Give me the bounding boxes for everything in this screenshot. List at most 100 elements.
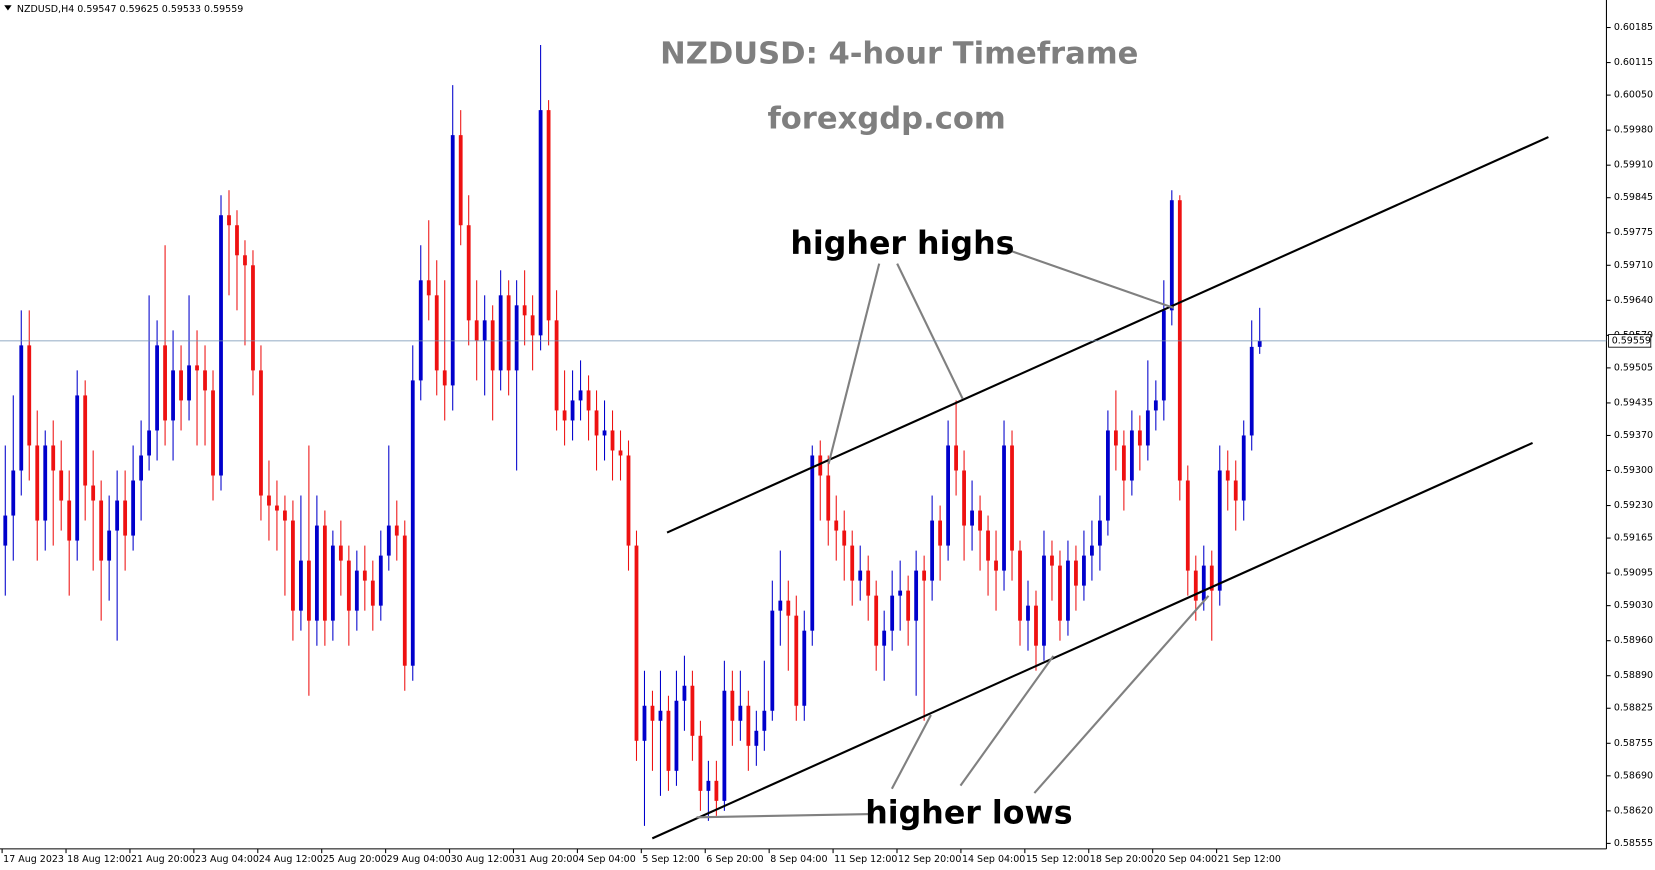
- annotation: higher lows: [865, 796, 1072, 832]
- x-tick-label: 6 Sep 20:00: [706, 854, 763, 865]
- candle-body: [754, 730, 759, 746]
- candle-body: [586, 390, 591, 411]
- y-tick-label: 0.58555: [1614, 838, 1653, 849]
- candle-body: [474, 320, 479, 341]
- candle-body: [35, 445, 40, 521]
- candle-body: [1010, 445, 1014, 551]
- candle-body: [842, 530, 847, 546]
- pointer: [959, 655, 1055, 787]
- chart-subtitle: forexgdp.com: [767, 102, 1005, 137]
- candle-body: [171, 370, 175, 421]
- candle-body: [978, 510, 982, 531]
- candle-body: [394, 525, 399, 536]
- candle-body: [906, 590, 911, 621]
- candle-body: [1090, 545, 1094, 556]
- y-tick-label: 0.59165: [1614, 533, 1653, 544]
- candle-body: [866, 570, 871, 596]
- candles: [3, 45, 1262, 826]
- candle-body: [666, 710, 671, 771]
- candle-body: [1058, 565, 1062, 621]
- candle-body: [602, 430, 607, 436]
- x-tick-label: 20 Sep 04:00: [1154, 854, 1217, 865]
- candle-body: [826, 475, 831, 521]
- y-tick-label: 0.59095: [1614, 568, 1653, 579]
- candle-body: [163, 345, 167, 421]
- candle-body: [594, 410, 599, 436]
- candle-body: [1137, 430, 1142, 446]
- current-price-box: [1608, 334, 1652, 348]
- y-tick-label: 0.59230: [1614, 500, 1653, 511]
- candle-body: [698, 735, 703, 791]
- x-tick-label: 15 Sep 12:00: [1026, 854, 1089, 865]
- y-tick-label: 0.59300: [1614, 465, 1653, 476]
- candle-body: [1193, 570, 1198, 601]
- candle-body: [195, 365, 199, 371]
- x-tick-label: 21 Sep 12:00: [1218, 854, 1281, 865]
- x-tick-label: 17 Aug 2023: [3, 854, 64, 865]
- candle-body: [330, 545, 335, 621]
- candle-body: [354, 570, 359, 611]
- candle-body: [922, 570, 927, 581]
- candle-body: [994, 560, 998, 571]
- x-tick-label: 12 Sep 20:00: [898, 854, 961, 865]
- candle-body: [378, 555, 383, 606]
- candle-body: [203, 370, 207, 391]
- candle-body: [882, 630, 887, 646]
- y-tick-label: 0.59775: [1614, 227, 1653, 238]
- candle-body: [1113, 430, 1118, 446]
- candle-body: [27, 345, 32, 446]
- candle-body: [418, 280, 423, 381]
- x-tick-label: 21 Aug 20:00: [131, 854, 195, 865]
- candle-body: [778, 600, 783, 611]
- y-tick-label: 0.58690: [1614, 770, 1653, 781]
- candle-body: [658, 710, 663, 721]
- candle-body: [874, 595, 879, 646]
- y-tick-label: 0.59640: [1614, 295, 1653, 306]
- candle-body: [682, 685, 687, 701]
- candle-body: [259, 370, 263, 496]
- candle-body: [275, 505, 279, 511]
- candle-body: [898, 590, 903, 596]
- pointer: [696, 813, 871, 819]
- candle-body: [211, 390, 215, 476]
- candle-body: [1169, 200, 1174, 311]
- candle-body: [530, 315, 535, 336]
- candle-body: [1177, 200, 1182, 481]
- candle-body: [538, 110, 543, 336]
- candle-body: [690, 685, 695, 736]
- candle-body: [187, 365, 191, 401]
- candle-body: [506, 295, 511, 371]
- candle-body: [642, 705, 647, 741]
- upper-trend-line: [666, 136, 1549, 534]
- candle-body: [930, 520, 935, 581]
- candle-body: [490, 320, 495, 371]
- candle-body: [794, 615, 799, 706]
- lower-trend-line: [651, 441, 1533, 840]
- candle-body: [1217, 470, 1222, 591]
- candle-body: [1257, 340, 1262, 347]
- y-tick-label: 0.60185: [1614, 22, 1653, 33]
- y-tick-label: 0.59910: [1614, 160, 1653, 171]
- candle-body: [1225, 470, 1230, 481]
- candle-body: [219, 215, 223, 476]
- x-tick-label: 31 Aug 20:00: [515, 854, 579, 865]
- candle-body: [786, 600, 791, 616]
- candle-body: [3, 515, 8, 546]
- header-icon: [4, 5, 12, 11]
- candle-body: [1161, 310, 1166, 401]
- candle-body: [946, 445, 950, 546]
- candle-body: [810, 455, 815, 631]
- candle-body: [1050, 555, 1054, 566]
- candle-body: [954, 445, 958, 471]
- candle-body: [402, 535, 407, 666]
- candle-body: [746, 705, 751, 746]
- y-tick-label: 0.59370: [1614, 430, 1653, 441]
- candle-body: [770, 610, 775, 711]
- candle-body: [59, 470, 64, 501]
- candle-body: [1002, 445, 1006, 571]
- candle-body: [123, 500, 128, 536]
- y-tick-label: 0.59845: [1614, 192, 1653, 203]
- candle-body: [970, 510, 974, 526]
